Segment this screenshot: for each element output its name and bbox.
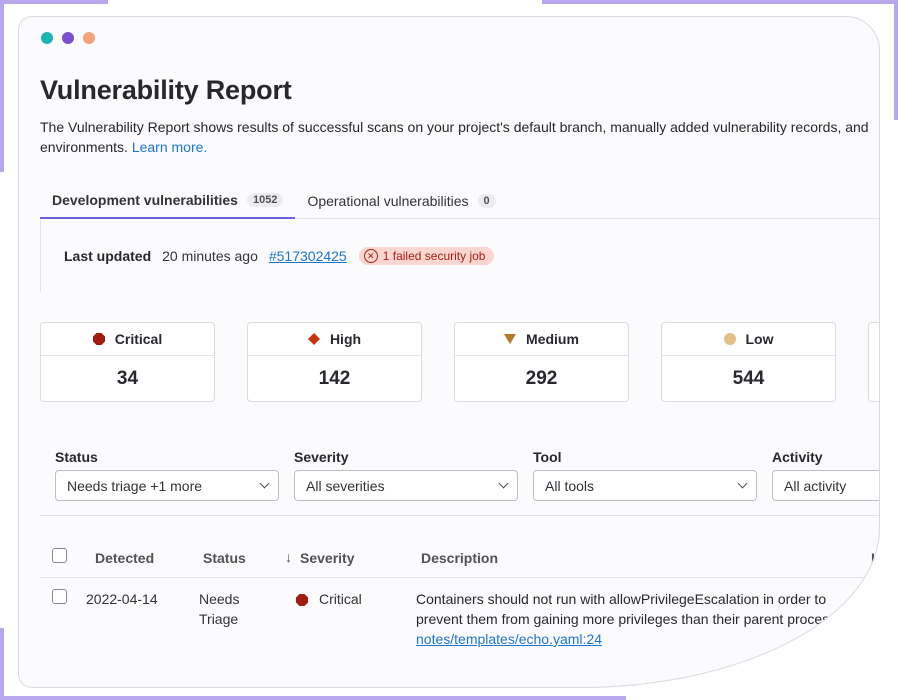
description-text: The Vulnerability Report shows results o… <box>40 119 869 135</box>
severity-cards: Critical 34 High 142 Medium 292 Low 544 <box>40 322 879 402</box>
last-updated-label: Last updated <box>64 248 152 264</box>
frame-accent-top <box>0 0 108 4</box>
select-all-checkbox[interactable] <box>52 548 67 563</box>
card-count: 34 <box>116 367 139 389</box>
severity-dropdown[interactable]: All severities <box>294 470 518 501</box>
page-title: Vulnerability Report <box>40 75 292 105</box>
pipeline-link[interactable]: #517302425 <box>268 248 347 264</box>
triangle-down-icon <box>504 334 517 344</box>
severity-card-low: Low 544 <box>661 322 836 402</box>
frame-accent-right <box>894 0 898 120</box>
card-count: 292 <box>525 367 558 389</box>
col-description[interactable]: Description <box>421 550 499 566</box>
card-count: 142 <box>318 367 351 389</box>
failed-security-job-badge[interactable]: ✕ 1 failed security job <box>358 247 495 265</box>
dropdown-value: Needs triage +1 more <box>67 477 203 494</box>
row-severity: Critical <box>319 591 362 607</box>
card-label: High <box>329 331 362 347</box>
severity-card-overflow <box>868 322 879 402</box>
row-description: Containers should not run with allowPriv… <box>416 589 846 649</box>
filter-tool: Tool All tools <box>533 449 757 501</box>
filter-severity: Severity All severities <box>294 449 518 501</box>
diamond-icon <box>307 333 320 345</box>
window-dot-teal[interactable] <box>41 32 53 44</box>
window-dot-orange[interactable] <box>83 32 95 44</box>
table-header: Detected Status ↓ Severity Description I… <box>40 541 879 578</box>
tab-label: Operational vulnerabilities <box>307 193 469 209</box>
card-header: Low <box>662 323 835 356</box>
chevron-down-icon <box>498 478 509 489</box>
card-label: Critical <box>114 331 163 347</box>
tab-operational-vulnerabilities[interactable]: Operational vulnerabilities 0 <box>295 183 507 219</box>
severity-card-medium: Medium 292 <box>454 322 629 402</box>
filter-bar: Status Needs triage +1 more Severity All… <box>55 449 879 501</box>
last-updated-time: 20 minutes ago <box>162 248 258 264</box>
severity-card-high: High 142 <box>247 322 422 402</box>
status-dropdown[interactable]: Needs triage +1 more <box>55 470 279 501</box>
file-location-link[interactable]: notes/templates/echo.yaml:24 <box>416 631 602 647</box>
card-count: 544 <box>732 367 765 389</box>
frame-accent-left <box>0 0 4 172</box>
dropdown-value: All severities <box>306 477 385 494</box>
octagon-icon <box>92 333 105 345</box>
failed-badge-label: 1 failed security job <box>382 249 486 263</box>
filter-label: Tool <box>533 449 562 465</box>
error-circle-icon: ✕ <box>363 249 378 263</box>
status-line1: Needs <box>199 591 240 607</box>
filter-activity: Activity All activity <box>772 449 879 501</box>
card-label: Low <box>745 331 774 347</box>
chevron-down-icon <box>259 478 270 489</box>
col-status[interactable]: Status <box>203 550 246 566</box>
detected-date: 2022-04-14 <box>86 591 158 607</box>
dropdown-value: All activity <box>784 477 847 494</box>
col-detected[interactable]: Detected <box>95 550 155 566</box>
severity-card-critical: Critical 34 <box>40 322 215 402</box>
tool-dropdown[interactable]: All tools <box>533 470 757 501</box>
status-line2: Triage <box>199 611 239 627</box>
dropdown-value: All tools <box>545 477 595 494</box>
vulnerability-table: Detected Status ↓ Severity Description I… <box>40 541 879 687</box>
filter-label: Activity <box>772 449 823 465</box>
page-description: The Vulnerability Report shows results o… <box>40 117 879 157</box>
tab-count-badge: 0 <box>477 194 496 208</box>
frame-accent-bottom <box>0 696 626 700</box>
filter-label: Status <box>55 449 98 465</box>
vulnerability-tabs: Development vulnerabilities 1052 Operati… <box>40 183 879 219</box>
section-divider <box>40 515 879 516</box>
col-identifier[interactable]: Id <box>871 550 879 566</box>
card-header: High <box>248 323 421 356</box>
chevron-down-icon <box>737 478 748 489</box>
tab-label: Development vulnerabilities <box>52 192 238 208</box>
circle-icon <box>723 333 736 345</box>
last-updated-bar: Last updated 20 minutes ago #517302425 ✕… <box>40 220 879 292</box>
row-checkbox[interactable] <box>52 589 67 604</box>
card-header: Medium <box>455 323 628 356</box>
card-label: Medium <box>526 331 579 347</box>
col-severity[interactable]: Severity <box>300 550 355 566</box>
frame-accent-top-right <box>542 0 898 4</box>
description-text-line2: environments. <box>40 139 128 155</box>
description-text: Containers should not run with allowPriv… <box>416 591 841 627</box>
tab-development-vulnerabilities[interactable]: Development vulnerabilities 1052 <box>40 183 296 219</box>
card-header: Critical <box>41 323 214 356</box>
sort-arrow-icon[interactable]: ↓ <box>285 549 292 565</box>
filter-label: Severity <box>294 449 349 465</box>
learn-more-link[interactable]: Learn more. <box>131 139 208 155</box>
tab-count-badge: 1052 <box>246 193 284 207</box>
activity-dropdown[interactable]: All activity <box>772 470 879 501</box>
frame-accent-left-bottom <box>0 628 4 700</box>
octagon-icon <box>296 593 308 609</box>
app-window: Vulnerability Report The Vulnerability R… <box>18 16 880 688</box>
window-controls <box>41 32 95 44</box>
window-dot-purple[interactable] <box>62 32 74 44</box>
table-row[interactable]: 2022-04-14 Needs Triage Critical Contain… <box>40 578 879 687</box>
filter-status: Status Needs triage +1 more <box>55 449 279 501</box>
